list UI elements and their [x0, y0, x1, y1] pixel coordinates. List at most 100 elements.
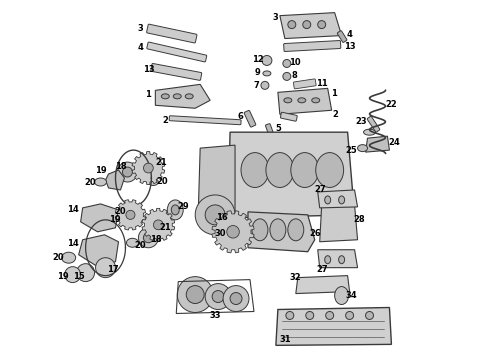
Polygon shape [366, 136, 390, 152]
Circle shape [212, 291, 224, 302]
Polygon shape [132, 152, 165, 185]
Text: 7: 7 [253, 81, 259, 90]
Text: 20: 20 [115, 207, 126, 216]
Text: 3: 3 [272, 13, 278, 22]
FancyBboxPatch shape [147, 42, 207, 62]
Text: 4: 4 [346, 30, 352, 39]
Polygon shape [278, 88, 332, 114]
Text: 14: 14 [67, 206, 78, 215]
Text: 20: 20 [52, 253, 64, 262]
Circle shape [153, 220, 163, 230]
Ellipse shape [288, 219, 304, 241]
Circle shape [138, 228, 158, 248]
Circle shape [195, 195, 235, 235]
Polygon shape [78, 235, 119, 267]
Text: 2: 2 [162, 116, 168, 125]
Circle shape [186, 285, 204, 303]
Text: 32: 32 [289, 273, 301, 282]
Text: 11: 11 [316, 79, 328, 88]
Circle shape [76, 264, 95, 282]
Text: 9: 9 [255, 68, 261, 77]
Circle shape [227, 225, 239, 238]
Ellipse shape [312, 98, 319, 103]
FancyBboxPatch shape [337, 31, 347, 42]
Text: 3: 3 [138, 24, 143, 33]
Text: 31: 31 [279, 335, 291, 344]
Text: 8: 8 [292, 71, 298, 80]
Text: 23: 23 [356, 117, 368, 126]
Ellipse shape [161, 94, 169, 99]
Polygon shape [198, 145, 235, 215]
Circle shape [326, 311, 334, 319]
Text: 15: 15 [73, 272, 84, 281]
Polygon shape [155, 84, 210, 108]
Ellipse shape [263, 71, 271, 76]
Text: 17: 17 [107, 265, 118, 274]
Circle shape [262, 55, 272, 66]
Ellipse shape [364, 129, 375, 135]
Ellipse shape [358, 145, 368, 152]
Ellipse shape [316, 153, 343, 188]
Circle shape [345, 311, 354, 319]
Text: 28: 28 [354, 215, 366, 224]
Text: 21: 21 [159, 223, 171, 232]
Circle shape [283, 59, 291, 67]
Circle shape [122, 167, 132, 177]
Ellipse shape [325, 256, 331, 264]
Text: 1: 1 [146, 90, 151, 99]
Ellipse shape [284, 98, 292, 103]
Text: 2: 2 [333, 110, 339, 119]
Circle shape [144, 233, 153, 243]
Text: 26: 26 [310, 229, 321, 238]
Text: 14: 14 [67, 239, 78, 248]
Ellipse shape [172, 205, 179, 215]
Text: 30: 30 [214, 229, 226, 238]
Ellipse shape [252, 219, 268, 241]
Polygon shape [105, 170, 124, 190]
Ellipse shape [325, 196, 331, 204]
Circle shape [318, 21, 326, 28]
Ellipse shape [95, 178, 106, 186]
Circle shape [230, 293, 242, 305]
Ellipse shape [270, 219, 286, 241]
Circle shape [303, 21, 311, 28]
Ellipse shape [241, 153, 269, 188]
Text: 19: 19 [95, 166, 106, 175]
Circle shape [205, 205, 225, 225]
Polygon shape [248, 212, 315, 252]
Ellipse shape [266, 153, 294, 188]
FancyBboxPatch shape [244, 111, 256, 127]
Text: 20: 20 [135, 241, 146, 250]
Text: 24: 24 [389, 138, 400, 147]
Ellipse shape [185, 94, 193, 99]
FancyBboxPatch shape [147, 24, 197, 43]
Circle shape [286, 311, 294, 319]
Ellipse shape [339, 196, 344, 204]
Circle shape [366, 311, 373, 319]
Ellipse shape [173, 94, 181, 99]
FancyBboxPatch shape [266, 124, 274, 138]
Ellipse shape [339, 256, 344, 264]
Circle shape [306, 311, 314, 319]
Text: 16: 16 [216, 213, 228, 222]
Text: 29: 29 [177, 202, 189, 211]
Circle shape [261, 81, 269, 89]
Text: 13: 13 [344, 42, 355, 51]
FancyBboxPatch shape [169, 116, 241, 125]
Ellipse shape [62, 252, 75, 263]
FancyBboxPatch shape [284, 41, 341, 51]
Text: 1: 1 [331, 89, 337, 98]
Polygon shape [296, 276, 349, 293]
Text: 19: 19 [57, 272, 69, 281]
FancyBboxPatch shape [151, 63, 202, 80]
Polygon shape [228, 132, 355, 218]
Polygon shape [81, 204, 119, 232]
Circle shape [283, 72, 291, 80]
Circle shape [126, 210, 135, 219]
Text: 13: 13 [143, 65, 154, 74]
Text: 6: 6 [237, 112, 243, 121]
Circle shape [65, 267, 81, 283]
Text: 20: 20 [156, 177, 168, 186]
Circle shape [96, 258, 116, 278]
Circle shape [101, 211, 116, 225]
